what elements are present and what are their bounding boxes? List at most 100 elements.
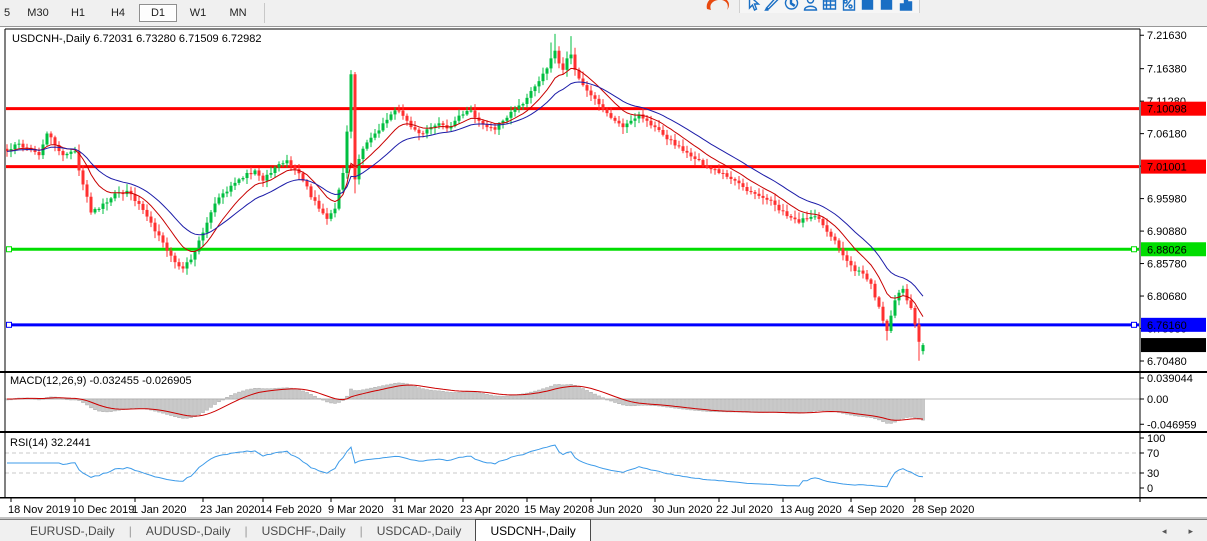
- candle: [93, 207, 97, 215]
- line-handle[interactable]: [6, 246, 12, 253]
- price-tick-label: 7.21630: [1147, 30, 1187, 42]
- candle: [821, 216, 825, 229]
- tab-scroll-left-icon[interactable]: ◂: [1161, 525, 1167, 536]
- candle: [541, 67, 545, 86]
- candle: [789, 213, 793, 221]
- rsi-tick-label: 70: [1147, 448, 1159, 460]
- candle: [585, 81, 589, 97]
- chart-tab-usdcad[interactable]: USDCAD-,Daily: [376, 524, 462, 538]
- candle: [277, 161, 281, 172]
- candle: [37, 147, 41, 160]
- candle: [513, 105, 517, 117]
- chart-tab-audusd[interactable]: AUDUSD-,Daily: [145, 524, 231, 538]
- candle: [213, 197, 217, 217]
- chart-tab-eurusd[interactable]: EURUSD-,Daily: [30, 524, 115, 538]
- candle: [717, 164, 721, 175]
- candle: [561, 57, 565, 75]
- candle: [905, 284, 909, 305]
- macd-tick-label: 0.00: [1147, 394, 1168, 406]
- price-line-label: 6.88026: [1141, 242, 1206, 257]
- candle: [245, 169, 249, 185]
- timeframe-button-m30[interactable]: M30: [27, 6, 49, 19]
- ma-slow-line: [6, 81, 924, 297]
- candle: [721, 169, 725, 180]
- chart-tab-usdchf[interactable]: USDCHF-,Daily: [261, 524, 346, 538]
- timeframe-button-mn[interactable]: MN: [229, 6, 247, 19]
- candle: [841, 241, 845, 261]
- candle: [881, 301, 885, 324]
- candle: [601, 99, 605, 113]
- candle: [913, 305, 917, 328]
- timeframe-button-d1[interactable]: D1: [139, 3, 177, 22]
- candle: [837, 238, 841, 253]
- candle: [273, 165, 277, 178]
- candle: [369, 132, 373, 148]
- user-icon[interactable]: [801, 0, 820, 12]
- candle: [441, 120, 445, 130]
- price-tick-label: 6.90880: [1147, 226, 1187, 238]
- candle: [81, 165, 85, 191]
- candle: [241, 176, 245, 182]
- candle: [773, 193, 777, 212]
- panel-separator[interactable]: [0, 497, 1207, 499]
- date-tick-label: 23 Jan 2020: [200, 504, 261, 516]
- candle: [237, 177, 241, 186]
- candle: [885, 319, 889, 341]
- chart-area[interactable]: 7.216307.163807.112807.061807.010806.959…: [0, 27, 1207, 519]
- candle: [17, 139, 21, 149]
- candle: [593, 92, 597, 105]
- line-handle[interactable]: [6, 321, 12, 328]
- candle: [189, 254, 193, 265]
- candle: [393, 107, 397, 120]
- candle: [69, 149, 73, 160]
- blue-square-icon[interactable]: [858, 0, 877, 12]
- candle: [689, 148, 693, 161]
- candle: [521, 102, 525, 111]
- date-tick-label: 31 Mar 2020: [392, 504, 454, 516]
- candle: [57, 141, 61, 156]
- chart-tab-usdcnh[interactable]: USDCNH-,Daily: [475, 519, 591, 541]
- candle: [417, 127, 421, 141]
- date-tick-label: 9 Mar 2020: [328, 504, 384, 516]
- timeframe-button-5[interactable]: 5: [3, 6, 11, 19]
- bar-chart-icon[interactable]: [896, 0, 915, 12]
- chart-canvas[interactable]: 7.216307.163807.112807.061807.010806.959…: [0, 27, 1207, 519]
- tab-separator: |: [244, 524, 248, 538]
- clock-icon[interactable]: [782, 0, 801, 12]
- candle: [517, 99, 521, 113]
- candle: [697, 153, 701, 162]
- candle: [253, 168, 257, 176]
- candle: [53, 135, 57, 152]
- rsi-panel[interactable]: [5, 444, 1140, 488]
- tab-scroll-right-icon[interactable]: ▸: [1188, 525, 1193, 536]
- candle: [173, 252, 177, 269]
- blue-square2-icon[interactable]: [877, 0, 896, 12]
- candle: [529, 87, 533, 104]
- percent-doc-icon[interactable]: [839, 0, 858, 12]
- candle: [917, 318, 921, 361]
- plot-background[interactable]: [5, 29, 1140, 371]
- cursor-icon[interactable]: [744, 0, 763, 12]
- candle: [113, 190, 117, 202]
- timeframe-button-h1[interactable]: H1: [70, 6, 86, 19]
- candle: [377, 123, 381, 138]
- timeframe-button-h4[interactable]: H4: [110, 6, 126, 19]
- line-handle[interactable]: [1131, 246, 1137, 253]
- panel-separator[interactable]: [0, 431, 1207, 433]
- macd-panel[interactable]: [5, 382, 1140, 424]
- candle: [533, 84, 537, 97]
- pencil-icon[interactable]: [763, 0, 782, 12]
- calendar-icon[interactable]: [820, 0, 839, 12]
- timeframe-button-w1[interactable]: W1: [189, 6, 207, 19]
- candle: [673, 133, 677, 149]
- panel-separator[interactable]: [0, 371, 1207, 373]
- line-handle[interactable]: [1131, 321, 1137, 328]
- price-tick-label: 7.16380: [1147, 64, 1187, 76]
- candle: [569, 36, 573, 65]
- candle: [625, 119, 629, 133]
- candle: [617, 115, 621, 127]
- main-price-panel[interactable]: [5, 29, 1140, 371]
- candle: [349, 70, 353, 139]
- candle: [725, 169, 729, 180]
- candle: [77, 144, 81, 177]
